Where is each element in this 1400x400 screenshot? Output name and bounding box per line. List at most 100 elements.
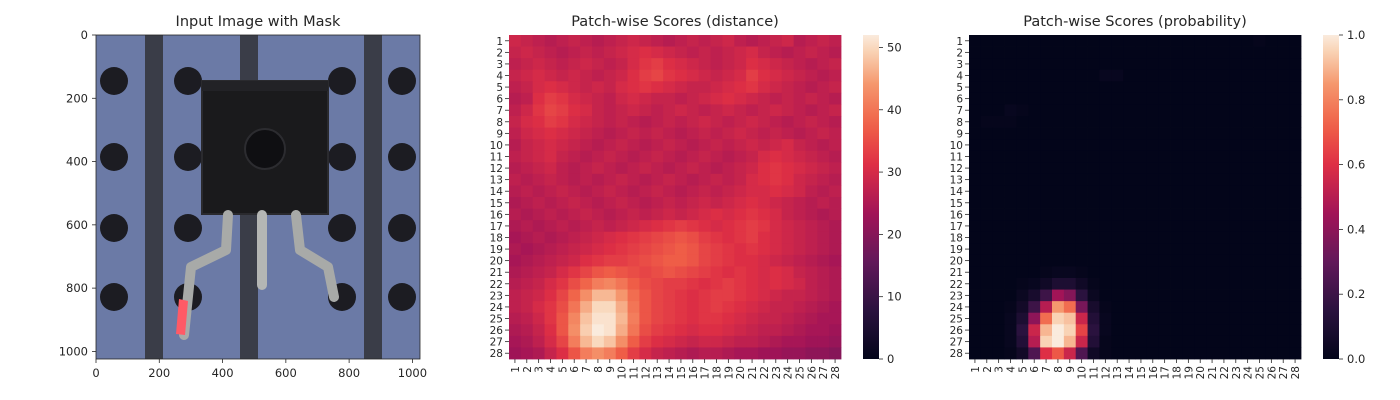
- heatmap-cell: [556, 231, 569, 244]
- heatmap-cell: [769, 139, 783, 152]
- heatmap-cell: [805, 58, 818, 71]
- y-tick-label: 200: [66, 91, 88, 105]
- heatmap-cell: [615, 116, 628, 128]
- heatmap-cell: [520, 58, 534, 71]
- heatmap-cell: [1063, 104, 1077, 117]
- heatmap-cell: [686, 197, 700, 209]
- heatmap-cell: [1241, 139, 1254, 152]
- heatmap-cell: [686, 301, 700, 314]
- heatmap-cell: [1170, 162, 1183, 175]
- heatmap-cell: [544, 116, 557, 128]
- heatmap-cell: [544, 312, 557, 325]
- heatmap-cell: [520, 254, 534, 267]
- heatmap-cell: [1123, 58, 1136, 71]
- heatmap-cell: [627, 58, 640, 71]
- heatmap-cell: [1004, 289, 1017, 302]
- heatmap-cell: [520, 69, 534, 82]
- heatmap-cell: [639, 127, 652, 140]
- heatmap-cell: [1004, 278, 1017, 290]
- y-tick-label: 22: [950, 279, 963, 291]
- y-tick-label: 1: [956, 36, 963, 48]
- heatmap-cell: [580, 139, 593, 152]
- heatmap-cell: [1111, 289, 1124, 302]
- heatmap-cell: [1277, 312, 1290, 325]
- heatmap-cell: [969, 139, 982, 152]
- heatmap-cell: [1218, 81, 1231, 94]
- heatmap-cell: [1241, 312, 1254, 325]
- heatmap-cell: [1004, 173, 1017, 186]
- heatmap-cell: [1265, 254, 1278, 267]
- heatmap-cell: [746, 150, 759, 163]
- heatmap-cell: [746, 208, 759, 221]
- heatmap-cell: [1146, 208, 1160, 221]
- x-tick-label: 9: [605, 366, 617, 373]
- x-tick-label: 5: [557, 366, 569, 373]
- heatmap-cell: [1123, 69, 1136, 82]
- heatmap-cell: [1087, 335, 1100, 348]
- heatmap-cell: [1158, 208, 1171, 221]
- heatmap-cell: [1265, 289, 1278, 302]
- heatmap-cell: [1194, 46, 1207, 59]
- heatmap-cell: [1004, 81, 1017, 94]
- heatmap-cell: [710, 324, 723, 337]
- heatmap-cell: [532, 92, 545, 105]
- heatmap-cell: [675, 185, 688, 198]
- x-tick-label: 600: [275, 366, 297, 380]
- heatmap-cell: [817, 231, 830, 244]
- heatmap-cell: [532, 35, 545, 47]
- heatmap-cell: [829, 266, 842, 279]
- heatmap-cell: [1253, 81, 1266, 94]
- heatmap-cell: [734, 347, 747, 360]
- heatmap-cell: [793, 231, 806, 244]
- heatmap-cell: [1289, 231, 1302, 244]
- y-tick-label: 13: [950, 175, 963, 187]
- heatmap-cell: [992, 58, 1005, 71]
- heatmap-cell: [722, 208, 735, 221]
- heatmap-cell: [1135, 220, 1148, 233]
- heatmap-cell: [805, 335, 818, 348]
- heatmap-cell: [710, 69, 723, 82]
- heatmap-cell: [1253, 116, 1266, 128]
- heatmap-cell: [746, 231, 759, 244]
- heatmap-cell: [568, 116, 581, 128]
- heatmap-cell: [686, 335, 700, 348]
- heatmap-cell: [1229, 347, 1243, 360]
- heatmap-cell: [1052, 127, 1065, 140]
- heatmap-cell: [1075, 266, 1088, 279]
- x-tick-label: 18: [1172, 366, 1184, 379]
- heatmap-cell: [1040, 220, 1053, 233]
- heatmap-cell: [829, 185, 842, 198]
- heatmap-cell: [1146, 289, 1160, 302]
- heatmap-cell: [1004, 312, 1017, 325]
- heatmap-cell: [1052, 220, 1065, 233]
- heatmap-cell: [1277, 46, 1290, 59]
- heatmap-cell: [615, 150, 628, 163]
- heatmap-cell: [1229, 289, 1243, 302]
- heatmap-cell: [1028, 347, 1041, 360]
- heatmap-cell: [793, 104, 806, 117]
- heatmap-cell: [1016, 69, 1029, 82]
- x-tick-label: 1: [970, 366, 982, 373]
- heatmap-cell: [1135, 116, 1148, 128]
- heatmap-cell: [1087, 289, 1100, 302]
- heatmap-cell: [1182, 46, 1195, 59]
- heatmap-cell: [781, 116, 794, 128]
- transistor-lead-right: [291, 210, 339, 302]
- heatmap-cell: [1277, 335, 1290, 348]
- heatmap-cell: [969, 243, 982, 256]
- heatmap-cell: [592, 46, 605, 59]
- heatmap-cell: [1040, 127, 1053, 140]
- heatmap-cell: [1075, 35, 1088, 47]
- y-tick-label: 14: [950, 186, 964, 198]
- heatmap-cell: [568, 162, 581, 175]
- heatmap-cell: [1052, 312, 1065, 325]
- heatmap-cell: [1253, 278, 1266, 290]
- heatmap-cell: [1004, 231, 1017, 244]
- heatmap-cell: [1289, 139, 1302, 152]
- heatmap-cell: [651, 220, 664, 233]
- heatmap-cell: [1158, 81, 1171, 94]
- heatmap-cell: [1004, 104, 1017, 117]
- heatmap-cell: [969, 289, 982, 302]
- heatmap-cell: [992, 81, 1005, 94]
- heatmap-cell: [686, 185, 700, 198]
